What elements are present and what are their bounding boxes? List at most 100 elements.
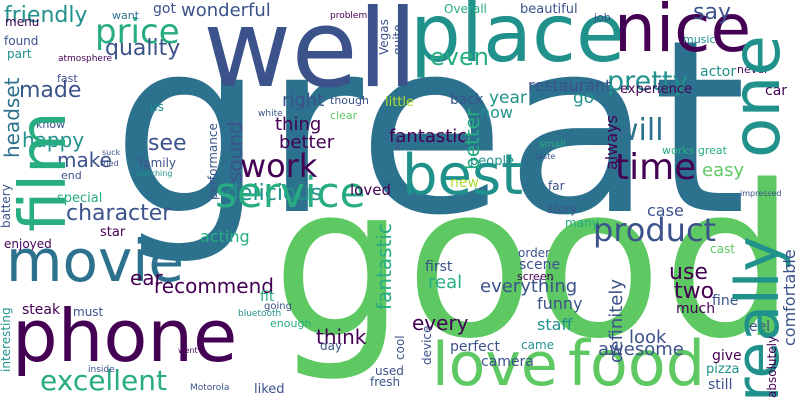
word-comfortable: comfortable [780, 249, 799, 346]
word-every: every [412, 311, 469, 335]
word-much: much [676, 301, 716, 317]
word-product: product [593, 211, 717, 249]
word-movie: movie [6, 227, 185, 295]
word-got: got [153, 1, 176, 17]
word-pizza: pizza [706, 362, 740, 377]
word-white: white [258, 109, 283, 119]
word-loved: loved [350, 181, 391, 199]
word-really: really [723, 236, 793, 400]
word-look: look [629, 327, 667, 348]
word-battery: battery [0, 184, 13, 228]
word-one: one [718, 35, 795, 158]
word-motorola: Motorola [190, 383, 230, 393]
word-best: best [402, 143, 524, 208]
word-definitely: definitely [606, 278, 627, 363]
word-price: price [95, 12, 180, 52]
word-interesting: interesting [0, 307, 13, 372]
word-use: use [669, 260, 708, 285]
word-vegas: Vegas [377, 19, 391, 55]
word-place: place [410, 0, 626, 80]
word-know: know [36, 118, 66, 131]
word-liked: liked [254, 382, 285, 397]
word-recommend: recommend [154, 274, 274, 298]
word-far: far [548, 179, 565, 193]
word-steak: steak [22, 302, 61, 318]
word-year: year [489, 88, 527, 108]
word-give: give [712, 348, 742, 364]
word-cast: cast [710, 242, 735, 256]
word-two: two [674, 279, 715, 304]
word-headset: headset [0, 77, 24, 159]
word-atmosphere: atmosphere [58, 54, 112, 64]
word-end: end [61, 169, 82, 182]
word-great: great [112, 0, 747, 268]
word-ear: ear [130, 266, 163, 290]
word-easy: easy [702, 160, 745, 181]
word-going: going [264, 301, 292, 312]
word-happy: happy [22, 128, 85, 152]
word-went: went [178, 346, 198, 355]
word-staff: staff [537, 315, 573, 334]
word-right: better [279, 132, 335, 153]
word-tried: tried [100, 159, 119, 168]
word-fit: fit [260, 289, 275, 305]
word-absolutely: absolutely [765, 335, 779, 398]
word-excellent: excellent [40, 364, 167, 397]
word-scene: scene [519, 257, 561, 273]
word-quality: quality [105, 36, 181, 61]
word-time: time [615, 147, 697, 188]
word-service: service [215, 168, 366, 217]
word-delicious: delicious [225, 181, 322, 206]
word-fine: fine [712, 293, 739, 309]
word-watching: watching [136, 169, 173, 178]
word-perfect: perfect [450, 339, 500, 355]
word-actor: actor [700, 64, 737, 80]
word-story: many [565, 216, 599, 230]
word-never: never [737, 63, 769, 76]
word-part: part [7, 47, 32, 61]
word-wonderful: wonderful [181, 0, 271, 21]
word-real: real [428, 272, 463, 293]
word-enough: enough [270, 317, 312, 330]
word-enjoyed: enjoyed [4, 237, 52, 251]
word-menu: menu [5, 15, 40, 29]
word-used: used [375, 364, 404, 378]
word-nice: nice [614, 0, 752, 67]
word-restaurant: restaurant [528, 76, 612, 95]
word-beautiful: beautiful [520, 2, 578, 17]
word-go: go [573, 88, 595, 108]
word-job: job [594, 11, 611, 24]
word-see: see [148, 131, 187, 156]
word-will: will [614, 113, 664, 148]
word-made: right [282, 90, 325, 111]
word-new: new [450, 175, 479, 191]
word-bluetooth: bluetooth [238, 309, 282, 319]
word-now: now [480, 103, 514, 122]
word-lot: made [19, 78, 82, 103]
word-awesome: awesome [598, 339, 684, 360]
word-still: still [708, 377, 733, 393]
word-music: music [683, 33, 716, 46]
word-taste: taste [535, 152, 556, 161]
word-cool: cool [393, 335, 407, 360]
word-little: little [385, 95, 415, 110]
word-star: star [100, 225, 126, 240]
word-back: back [450, 92, 484, 108]
word-feel: feel [744, 319, 771, 335]
word-inside: inside [88, 365, 115, 375]
word-even: even [430, 43, 489, 71]
word-special: special [57, 191, 103, 206]
word-small: small [539, 139, 566, 150]
word-phone: phone [12, 294, 238, 378]
word-screen: screen [517, 270, 554, 283]
word-character: character [66, 201, 172, 226]
word-experience: experience [620, 82, 693, 97]
word-love: love [432, 330, 558, 400]
word-camera: camera [481, 354, 534, 370]
word-car: car [765, 83, 788, 99]
word-fantastic-v: fantastic [372, 223, 396, 310]
word-must: must [73, 305, 104, 319]
word-quite: quite [391, 24, 405, 55]
word-first: first [425, 259, 453, 275]
